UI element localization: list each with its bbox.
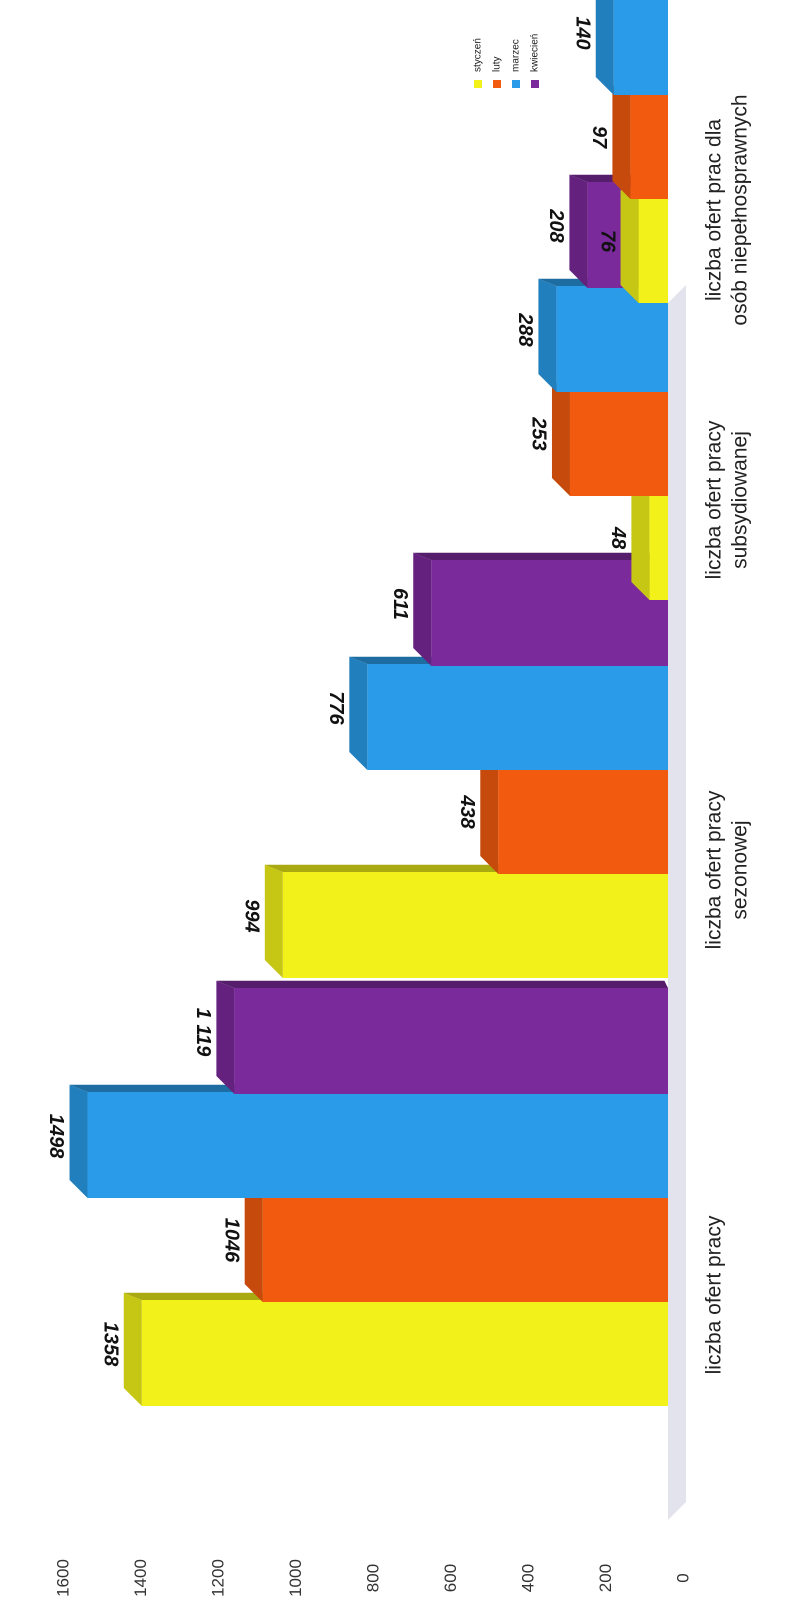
y-tick-label: 400	[518, 1564, 537, 1592]
legend-swatch	[531, 80, 539, 88]
bar	[367, 664, 668, 770]
bar-end-face	[612, 85, 631, 199]
legend-swatch	[493, 80, 501, 88]
bar	[638, 197, 668, 303]
bar-end-face	[569, 174, 588, 288]
data-label: 776	[325, 691, 347, 725]
data-label: 97	[588, 126, 610, 149]
y-tick-label: 200	[596, 1564, 615, 1592]
bar-end-face	[69, 1084, 88, 1198]
legend: styczeń luty marzec kwiecień	[473, 34, 541, 88]
legend-label: luty	[492, 56, 503, 72]
category-label: liczba ofert prac dla	[703, 119, 726, 301]
bar	[556, 286, 668, 392]
data-label: 76	[596, 230, 618, 253]
y-tick-label: 1600	[53, 1559, 72, 1597]
legend-swatch	[512, 80, 520, 88]
bar	[498, 768, 668, 874]
y-tick-label: 800	[363, 1564, 382, 1592]
bar	[282, 872, 668, 978]
data-label: 611	[389, 588, 411, 620]
bar-end-face	[595, 0, 614, 95]
legend-label: marzec	[511, 39, 522, 72]
bar	[431, 560, 668, 666]
bar-group	[595, 0, 668, 303]
bar-group	[538, 174, 668, 600]
y-tick-label: 1200	[208, 1559, 227, 1597]
bar-group	[69, 980, 669, 1406]
bar-end-face	[123, 1292, 142, 1406]
data-labels-layer: 1358 1046 1498 1 119 994 438 776 611 48 253 288 208…	[45, 16, 629, 1367]
bar-end-face	[631, 486, 650, 600]
category-label: liczba ofert pracy	[703, 420, 726, 579]
data-label: 48	[607, 526, 629, 550]
y-tick-label: 1400	[131, 1559, 150, 1597]
category-label: liczba ofert pracy	[703, 790, 726, 949]
bar-side-face	[216, 980, 668, 988]
bar-end-face	[244, 1188, 263, 1302]
category-label: sezonowej	[729, 820, 752, 919]
bar-end-face	[349, 656, 368, 770]
category-label: subsydiowanej	[729, 431, 752, 569]
category-label: osób niepełnosprawnych	[729, 94, 752, 325]
bar	[630, 93, 668, 199]
data-label: 1046	[220, 1218, 242, 1263]
bar	[613, 0, 668, 95]
bar	[649, 494, 668, 600]
bars-layer	[69, 0, 669, 1406]
legend-swatch	[474, 80, 482, 88]
data-label: 288	[514, 312, 536, 347]
y-tick-label: 600	[441, 1564, 460, 1592]
data-label: 208	[545, 208, 567, 243]
bar-end-face	[216, 980, 235, 1094]
bar	[234, 988, 668, 1094]
bar	[87, 1092, 668, 1198]
bar-end-face	[480, 760, 499, 874]
y-tick-label: 0	[673, 1573, 692, 1582]
legend-label: styczeń	[473, 38, 484, 72]
bar-end-face	[551, 382, 570, 496]
data-label: 140	[571, 16, 593, 49]
data-label: 438	[456, 794, 478, 829]
bar-end-face	[538, 278, 557, 392]
bar-end-face	[620, 189, 639, 303]
bar	[569, 390, 668, 496]
legend-label: kwiecień	[530, 34, 541, 72]
chart-floor-plane	[668, 285, 686, 1520]
value-axis: 0 200 400 600 800 1000 1200 1400 1600	[53, 1559, 692, 1597]
data-label: 1498	[45, 1114, 67, 1159]
bar-side-face	[413, 552, 668, 560]
data-label: 253	[528, 416, 550, 450]
category-label: liczba ofert pracy	[703, 1215, 726, 1374]
y-tick-label: 1000	[286, 1559, 305, 1597]
data-label: 1358	[99, 1322, 121, 1367]
bar-group	[264, 552, 668, 978]
bar	[141, 1300, 668, 1406]
data-label: 1 119	[192, 1008, 214, 1057]
bar	[262, 1196, 668, 1302]
bar-end-face	[413, 552, 432, 666]
data-label: 994	[241, 899, 263, 932]
bar-end-face	[264, 864, 283, 978]
chart-floor	[668, 285, 686, 1520]
